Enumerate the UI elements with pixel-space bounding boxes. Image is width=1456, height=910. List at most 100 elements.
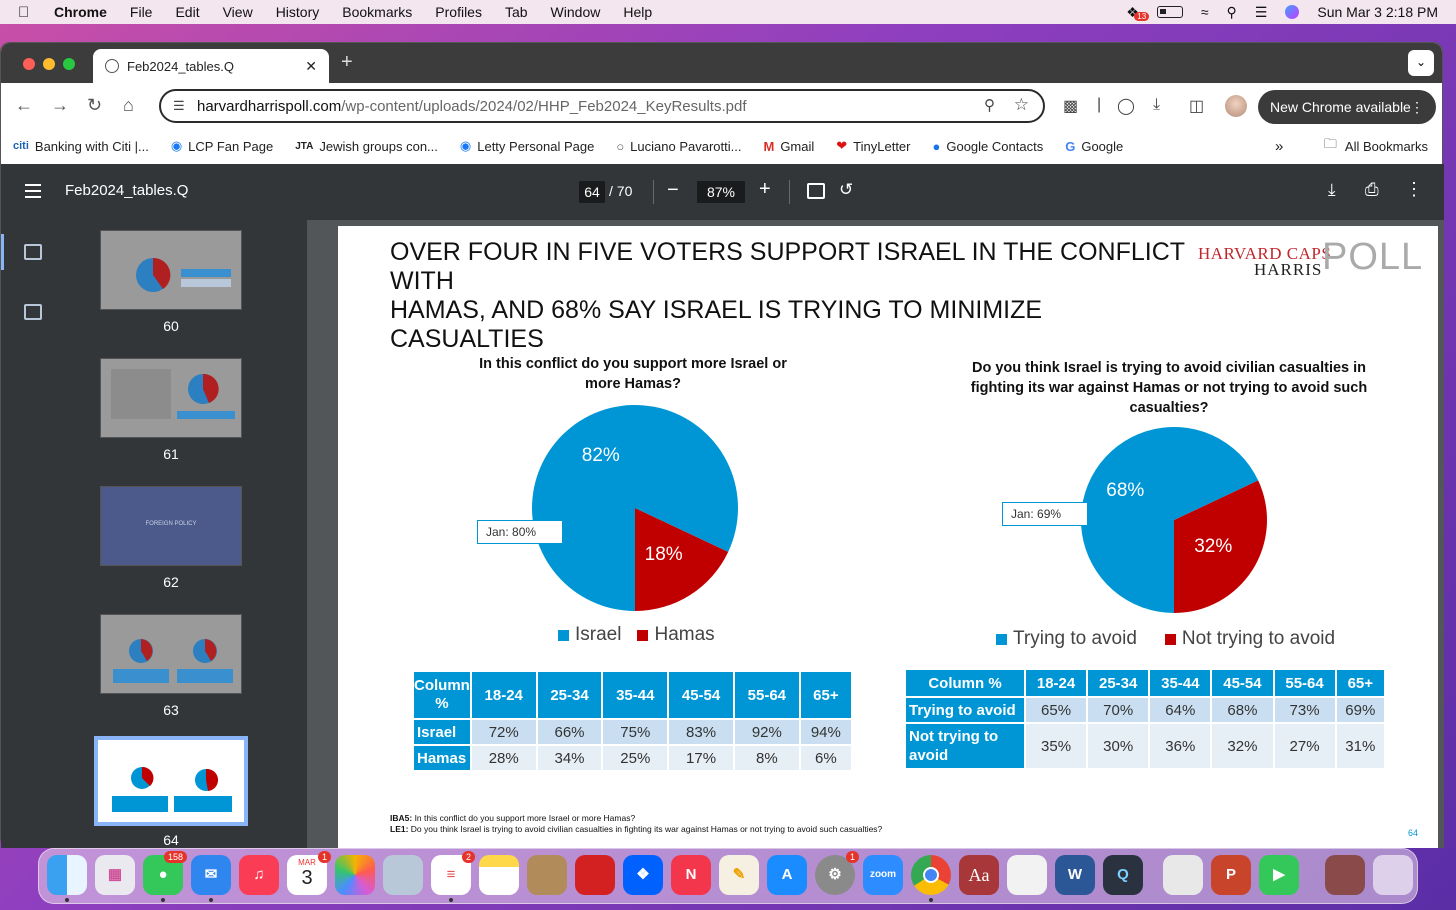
photo-booth-app-icon[interactable] [575, 855, 615, 895]
all-bookmarks-button[interactable]: 🗀 All Bookmarks [1324, 135, 1428, 157]
page-number-input[interactable]: 64 [579, 181, 605, 203]
quicktime-app-icon[interactable]: Q [1103, 855, 1143, 895]
thumbnail-page-64[interactable] [94, 736, 248, 826]
bookmark-google[interactable]: G Google [1065, 139, 1123, 154]
messages-app-icon[interactable]: ● 158 [143, 851, 187, 895]
minimize-window-button[interactable] [43, 58, 55, 70]
thumbnail-graphic [112, 766, 232, 812]
recent-document-icon[interactable] [1325, 855, 1365, 895]
profile-avatar[interactable] [1225, 95, 1247, 117]
bookmark-star-icon[interactable]: ☆ [1013, 95, 1029, 114]
wifi-icon[interactable]: ≈ [1200, 4, 1209, 20]
download-icon[interactable]: ⤓ [1153, 96, 1161, 113]
bookmark-citi[interactable]: citi Banking with Citi |... [13, 139, 149, 154]
contacts-app-icon[interactable] [527, 855, 567, 895]
menu-bookmarks[interactable]: Bookmarks [342, 4, 413, 20]
dropbox-app-icon[interactable]: ❖ [623, 855, 663, 895]
back-arrow-icon[interactable]: ← [15, 95, 33, 115]
thumbnails-icon[interactable] [24, 244, 42, 260]
menu-profiles[interactable]: Profiles [435, 4, 482, 20]
thumbnail-page-61[interactable] [100, 358, 242, 438]
pages-app-icon[interactable]: ✎ [719, 855, 759, 895]
menu-tab[interactable]: Tab [504, 4, 528, 20]
battery-icon[interactable] [1156, 6, 1183, 18]
bookmark-pavarotti[interactable]: ○ Luciano Pavarotti... [616, 139, 741, 154]
thumbnail-page-62[interactable]: FOREIGN POLICY [100, 486, 242, 566]
system-settings-app-icon[interactable]: ⚙ 1 [815, 851, 859, 895]
menu-edit[interactable]: Edit [175, 4, 200, 20]
reminders-app-icon[interactable]: ≡ 2 [431, 851, 475, 895]
side-panel-icon[interactable]: ◫ [1189, 98, 1205, 115]
download-icon[interactable]: ⤓ [1328, 180, 1336, 199]
footnote-label: IBA5: [390, 813, 413, 823]
thumbnail-page-60[interactable] [100, 230, 242, 310]
site-info-icon[interactable]: ☰ [173, 98, 185, 113]
reload-icon[interactable]: ↻ [87, 95, 103, 115]
menu-history[interactable]: History [275, 4, 320, 20]
textedit-app-icon[interactable] [1007, 855, 1047, 895]
tab-search-button[interactable]: ⌄ [1408, 50, 1434, 76]
thumbnail-number: 64 [163, 832, 179, 848]
fit-to-page-icon[interactable] [807, 183, 825, 199]
mail-app-icon[interactable]: ✉ [191, 855, 231, 895]
finder-app-icon[interactable] [47, 855, 87, 895]
notes-app-icon[interactable] [479, 855, 519, 895]
apple-icon[interactable]:  [18, 4, 38, 21]
menu-view[interactable]: View [222, 4, 253, 20]
zoom-app-icon[interactable]: zoom [863, 855, 903, 895]
home-icon[interactable]: ⌂ [123, 95, 134, 115]
music-app-icon[interactable]: ♫ [239, 855, 279, 895]
calendar-app-icon[interactable]: MAR 3 1 [287, 851, 331, 895]
extensions-icon[interactable]: ▩ [1063, 98, 1079, 115]
outline-icon[interactable] [24, 304, 42, 320]
dock: ▦ ● 158 ✉ ♫ MAR 3 1 ≡ 2 ❖ N ✎ A ⚙ 1 zoom Aa… [38, 848, 1418, 904]
menu-help[interactable]: Help [623, 4, 653, 20]
address-bar[interactable]: ☰ harvardharrispoll.com/wp-content/uploa… [159, 89, 1045, 123]
siri-icon[interactable] [1285, 5, 1300, 19]
table-cell: 34% [535, 744, 604, 772]
print-icon[interactable]: ⎙ [1365, 180, 1379, 199]
thumbnail-page-63[interactable] [100, 614, 242, 694]
preview-app-icon[interactable] [383, 855, 423, 895]
zoom-level-input[interactable]: 87% [697, 181, 745, 203]
bookmark-gmail[interactable]: M Gmail [763, 139, 814, 154]
photos-app-icon[interactable] [335, 855, 375, 895]
chrome-app-icon[interactable] [911, 855, 951, 895]
rotate-icon[interactable]: ↺ [839, 180, 854, 199]
control-center-icon[interactable]: ☰ [1254, 3, 1268, 20]
clock[interactable]: Sun Mar 3 2:18 PM [1317, 4, 1438, 20]
close-window-button[interactable] [23, 58, 35, 70]
dictionary-app-icon[interactable]: Aa [959, 855, 999, 895]
close-tab-icon[interactable]: ✕ [305, 57, 317, 74]
browser-tab[interactable]: Feb2024_tables.Q ✕ [93, 49, 329, 83]
trash-icon[interactable] [1373, 855, 1413, 895]
menu-file[interactable]: File [129, 4, 153, 20]
scanner-app-icon[interactable] [1163, 855, 1203, 895]
powerpoint-app-icon[interactable]: P [1211, 855, 1251, 895]
word-app-icon[interactable]: W [1055, 855, 1095, 895]
more-bookmarks-chevron-icon[interactable]: » [1275, 137, 1284, 155]
zoom-out-button[interactable]: − [667, 179, 679, 201]
new-chrome-available-button[interactable]: New Chrome available ⋮ [1258, 90, 1436, 124]
new-tab-button[interactable]: + [341, 51, 353, 73]
app-store-app-icon[interactable]: A [767, 855, 807, 895]
bookmark-jewish-groups[interactable]: JTA Jewish groups con... [295, 139, 438, 154]
dropbox-status-icon[interactable]: ❖ 13 [1126, 4, 1150, 21]
bookmark-letty-personal[interactable]: ◉ Letty Personal Page [460, 138, 594, 154]
menu-icon[interactable] [25, 184, 41, 198]
zoom-in-button[interactable]: + [759, 178, 771, 200]
news-app-icon[interactable]: N [671, 855, 711, 895]
bookmark-tinyletter[interactable]: ❤ TinyLetter [836, 138, 910, 154]
performance-icon[interactable]: ◯ [1117, 98, 1135, 115]
facetime-app-icon[interactable]: ▶ [1259, 855, 1299, 895]
zoom-magnifier-icon[interactable]: ⚲ [984, 97, 995, 114]
menu-window[interactable]: Window [550, 4, 601, 20]
forward-arrow-icon[interactable]: → [51, 95, 69, 115]
zoom-window-button[interactable] [63, 58, 75, 70]
bookmark-lcp-fan-page[interactable]: ◉ LCP Fan Page [171, 138, 273, 154]
spotlight-icon[interactable]: ⚲ [1226, 3, 1237, 20]
bookmark-google-contacts[interactable]: ● Google Contacts [933, 139, 1044, 154]
launchpad-app-icon[interactable]: ▦ [95, 855, 135, 895]
menu-chrome[interactable]: Chrome [54, 4, 107, 20]
more-options-icon[interactable]: ⋮ [1405, 179, 1423, 199]
